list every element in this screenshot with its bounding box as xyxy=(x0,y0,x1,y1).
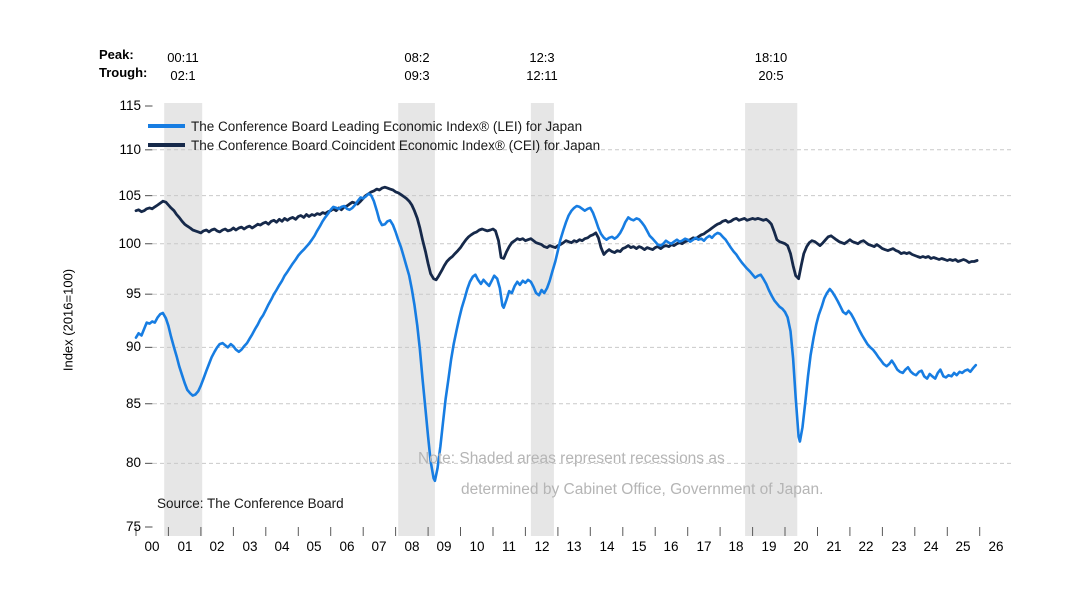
peak-label: Peak: xyxy=(99,47,134,62)
recession-note-line-2: determined by Cabinet Office, Government… xyxy=(461,481,824,498)
recession-note-line-1: Note: Shaded areas represent recessions … xyxy=(418,450,725,467)
y-tick-label-110: 110 xyxy=(119,142,141,157)
x-tick-label-05: 05 xyxy=(306,539,322,554)
x-tick-label-07: 07 xyxy=(371,539,387,554)
recession-band xyxy=(164,103,203,536)
x-tick-label-06: 06 xyxy=(339,539,355,554)
x-tick-label-09: 09 xyxy=(436,539,452,554)
x-tick-label-08: 08 xyxy=(404,539,420,554)
peak-date-3: 12:3 xyxy=(529,50,555,65)
legend-item-lei: The Conference Board Leading Economic In… xyxy=(148,117,582,135)
trough-date-2: 09:3 xyxy=(404,68,430,83)
y-tick-label-85: 85 xyxy=(125,396,141,411)
x-tick-label-04: 04 xyxy=(274,539,290,554)
x-tick-label-18: 18 xyxy=(728,539,744,554)
x-tick-label-25: 25 xyxy=(955,539,971,554)
source-text: Source: The Conference Board xyxy=(157,496,344,511)
y-tick-label-75: 75 xyxy=(125,519,141,534)
y-tick-label-80: 80 xyxy=(125,455,141,470)
x-tick-label-00: 00 xyxy=(144,539,160,554)
legend-label-lei: The Conference Board Leading Economic In… xyxy=(191,118,583,134)
peak-date-2: 08:2 xyxy=(404,50,430,65)
x-tick-label-11: 11 xyxy=(501,539,516,554)
peak-date-4: 18:10 xyxy=(754,50,788,65)
x-tick-label-19: 19 xyxy=(761,539,777,554)
x-tick-label-23: 23 xyxy=(891,539,907,554)
y-tick-label-115: 115 xyxy=(119,98,141,113)
x-tick-label-17: 17 xyxy=(696,539,712,554)
trough-label: Trough: xyxy=(99,65,148,80)
x-tick-label-21: 21 xyxy=(826,539,842,554)
y-tick-label-90: 90 xyxy=(125,339,141,354)
x-tick-label-03: 03 xyxy=(242,539,258,554)
legend-item-cei: The Conference Board Coincident Economic… xyxy=(148,136,600,154)
x-tick-label-12: 12 xyxy=(534,539,550,554)
x-tick-label-24: 24 xyxy=(923,539,939,554)
x-tick-label-22: 22 xyxy=(858,539,874,554)
recession-note: Note: Shaded areas represent recessions … xyxy=(418,443,823,505)
x-tick-label-13: 13 xyxy=(566,539,582,554)
lei-line-swatch-icon xyxy=(148,124,185,128)
lei-line xyxy=(134,192,978,483)
cei-line-swatch-icon xyxy=(148,143,185,147)
x-tick-label-20: 20 xyxy=(793,539,809,554)
legend-label-cei: The Conference Board Coincident Economic… xyxy=(191,137,601,153)
x-tick-label-01: 01 xyxy=(177,539,193,554)
cei-line xyxy=(134,185,979,282)
y-tick-label-100: 100 xyxy=(118,236,141,251)
x-tick-label-10: 10 xyxy=(469,539,485,554)
x-tick-label-02: 02 xyxy=(209,539,225,554)
recession-band xyxy=(530,103,554,536)
trough-date-3: 12:11 xyxy=(526,68,558,83)
y-tick-label-105: 105 xyxy=(118,188,141,203)
x-tick-label-14: 14 xyxy=(599,539,615,554)
trough-date-4: 20:5 xyxy=(758,68,784,83)
x-tick-label-16: 16 xyxy=(663,539,679,554)
trough-date-1: 02:1 xyxy=(170,68,196,83)
y-tick-label-95: 95 xyxy=(125,286,141,301)
peak-date-1: 00:11 xyxy=(167,50,199,65)
x-tick-label-15: 15 xyxy=(631,539,647,554)
x-tick-label-26: 26 xyxy=(988,539,1004,554)
